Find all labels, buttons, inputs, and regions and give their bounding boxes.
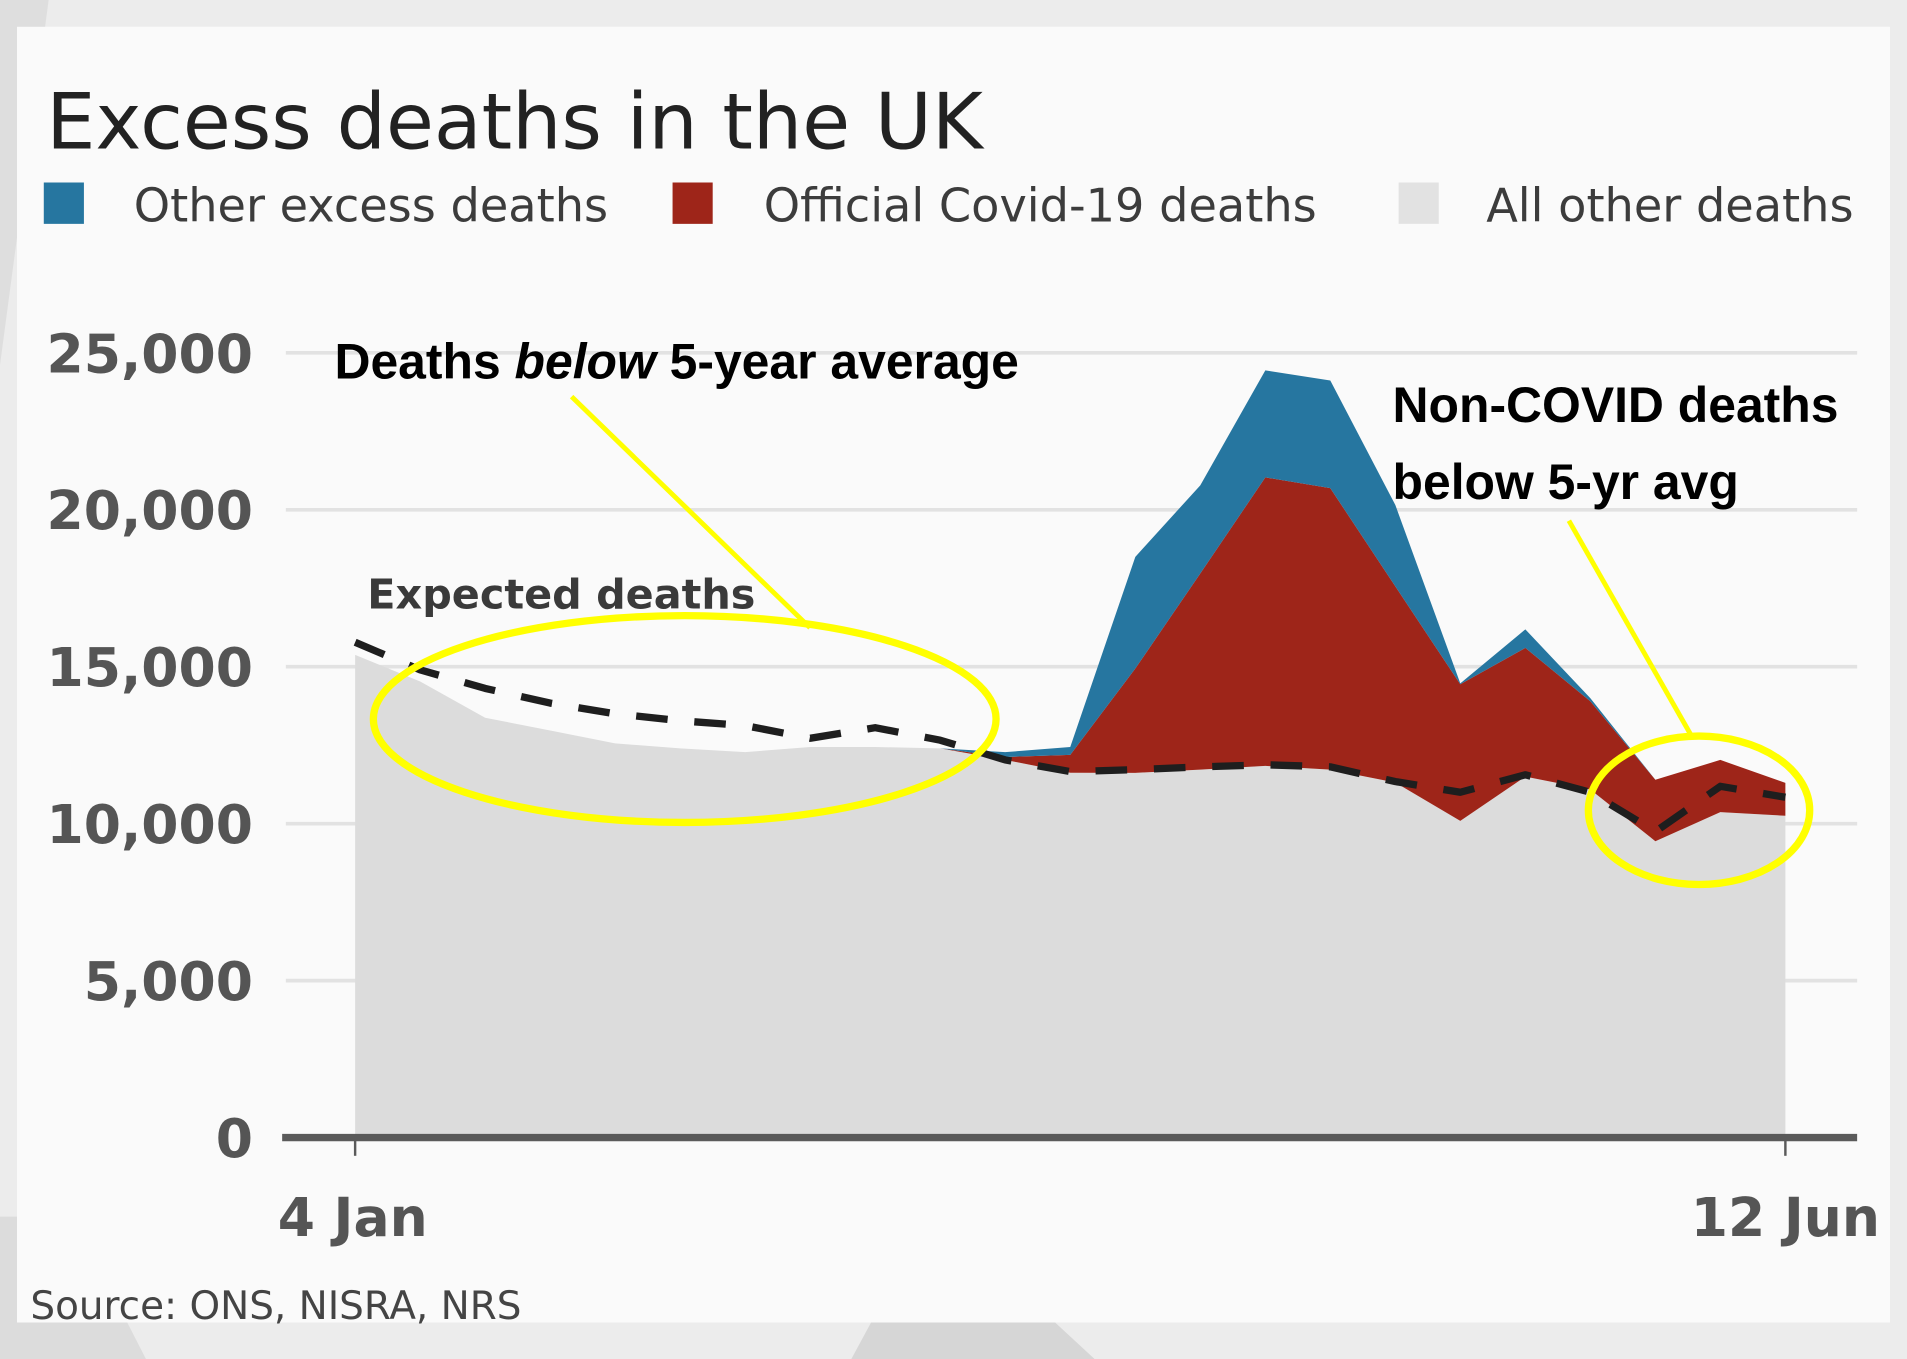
expected-deaths-line xyxy=(353,638,1786,836)
background-shape xyxy=(851,1313,1095,1359)
annotation-pointer-line xyxy=(1566,519,1696,740)
y-tick-label: 0 xyxy=(216,1107,253,1170)
y-tick-label: 20,000 xyxy=(46,479,252,542)
legend-label: All other deaths xyxy=(1486,178,1853,232)
legend-swatch-blue xyxy=(43,182,84,224)
area-official-covid-deaths xyxy=(355,477,1786,842)
annotation-right-line1: Non-COVID deaths xyxy=(1393,377,1839,433)
y-tick-label: 10,000 xyxy=(46,793,252,856)
annotation-right: Non-COVID deaths below 5-yr avg xyxy=(1393,377,1839,889)
x-tick-label-end: 12 Jun xyxy=(1691,1186,1880,1249)
y-tick-label: 25,000 xyxy=(46,322,252,385)
legend-swatch-red xyxy=(672,182,713,224)
chart-title: Excess deaths in the UK xyxy=(46,77,985,167)
legend-item-all-other: All other deaths xyxy=(1398,178,1854,232)
legend-label: Other excess deaths xyxy=(134,178,608,232)
annotation-ellipse-left xyxy=(369,611,1000,827)
annotation-text-part: 5-year average xyxy=(656,333,1019,389)
annotation-emphasis: below xyxy=(515,333,659,389)
annotation-ellipse-right xyxy=(1584,732,1814,889)
legend-item-other-excess: Other excess deaths xyxy=(43,178,608,232)
legend-item-covid: Official Covid-19 deaths xyxy=(672,178,1317,232)
y-tick-label: 5,000 xyxy=(84,950,253,1013)
annotation-right-line2: below 5-yr avg xyxy=(1393,454,1739,510)
expected-deaths-label: Expected deaths xyxy=(367,570,755,618)
annotation-left-text: Deaths below 5-year average xyxy=(334,333,1018,389)
area-all-other-deaths xyxy=(355,654,1786,1138)
annotation-text-part: Deaths xyxy=(334,333,514,389)
annotation-left: Deaths below 5-year average xyxy=(334,333,1019,827)
legend: Other excess deaths Official Covid-19 de… xyxy=(43,178,1854,232)
annotation-pointer-line xyxy=(569,394,812,630)
x-tick-label-start: 4 Jan xyxy=(278,1186,428,1249)
legend-label: Official Covid-19 deaths xyxy=(764,178,1317,232)
source-note: Source: ONS, NISRA, NRS xyxy=(30,1284,521,1329)
legend-swatch-gray xyxy=(1398,182,1439,224)
y-axis-labels: 25,000 20,000 15,000 10,000 5,000 0 xyxy=(46,322,252,1170)
y-tick-label: 15,000 xyxy=(46,636,252,699)
